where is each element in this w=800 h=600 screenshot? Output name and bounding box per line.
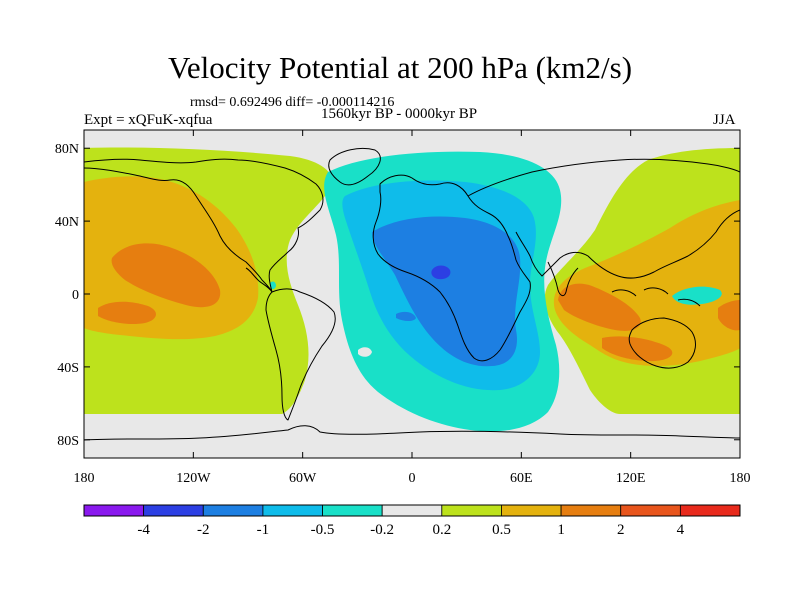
colorbar-swatch [202,504,264,517]
lat-label: 80S [57,434,79,449]
season-label: JJA [713,112,736,128]
greenland-coast [328,147,381,186]
lon-label: 120E [616,471,646,486]
asia-coast [467,158,740,279]
pacific-positive-strong-north [111,243,221,308]
colorbar-label: 4 [677,522,685,538]
chart-title: Velocity Potential at 200 hPa (km2/s) [167,50,633,85]
europe-africa-coast [372,174,531,362]
colorbar-label: -0.2 [370,522,394,538]
north-america-coast [84,158,324,293]
colorbar-swatch [501,504,562,517]
lat-label: 0 [72,288,79,303]
pacific-small-negative [270,281,276,290]
indopacific-positive-strong [558,283,641,331]
colorbar-label: -0.5 [311,522,335,538]
colorbar-label: 2 [617,522,625,538]
atlantic-neutral-hole [358,347,372,357]
colorbar-swatch [441,504,502,517]
colorbar-swatch [381,504,443,517]
indopacific-negative-patch [672,286,722,305]
lat-label: 40S [57,361,79,376]
coastlines [84,147,740,441]
india-coast [547,261,579,297]
stats-text: rmsd= 0.692496 diff= -0.000114216 [190,95,395,110]
africa-negative-strong-west [396,311,416,321]
maritime-continent-coast [611,287,701,307]
antarctica-coast [84,425,740,441]
lat-label: 40N [55,215,79,230]
latitude-labels: 80N 40N 0 40S 80S [55,142,79,449]
lon-label: 180 [730,471,751,486]
indopacific-positive-strong-east [602,336,673,362]
colorbar-label: 1 [557,522,565,538]
colorbar [83,504,741,517]
lon-label: 120W [176,471,211,486]
lon-label: 180 [74,471,95,486]
colorbar-swatch [679,504,741,517]
colorbar-swatch [560,504,622,517]
colorbar-swatch [83,504,145,517]
colorbar-label: 0.5 [492,522,511,538]
lon-label: 60W [289,471,317,486]
period-label: 1560kyr BP - 0000kyr BP [321,106,478,122]
colorbar-swatch [620,504,681,517]
experiment-label: Expt = xQFuK-xqfua [84,112,213,128]
pacific-positive-strong-south [98,301,156,325]
map-field [84,130,740,458]
colorbar-swatch [143,504,204,517]
colorbar-label: -2 [197,522,210,538]
colorbar-label: 0.2 [432,522,451,538]
indopacific-positive-strong-edge [718,300,740,331]
australia-coast [628,317,696,369]
colorbar-label: -1 [257,522,270,538]
colorbar-swatch [262,504,323,517]
lon-label: 60E [510,471,533,486]
africa-negative-strong [372,216,521,367]
lat-label: 80N [55,142,79,157]
colorbar-border [83,504,741,517]
axis-ticks [83,130,741,458]
africa-negative-core [431,265,451,280]
colorbar-swatch [322,504,383,517]
colorbar-label: -4 [137,522,150,538]
longitude-labels: 180 120W 60W 0 60E 120E 180 [74,471,751,486]
lon-label: 0 [409,471,416,486]
south-america-coast [265,288,336,421]
colorbar-labels: -4 -2 -1 -0.5 -0.2 0.2 0.5 1 2 4 [137,522,684,538]
